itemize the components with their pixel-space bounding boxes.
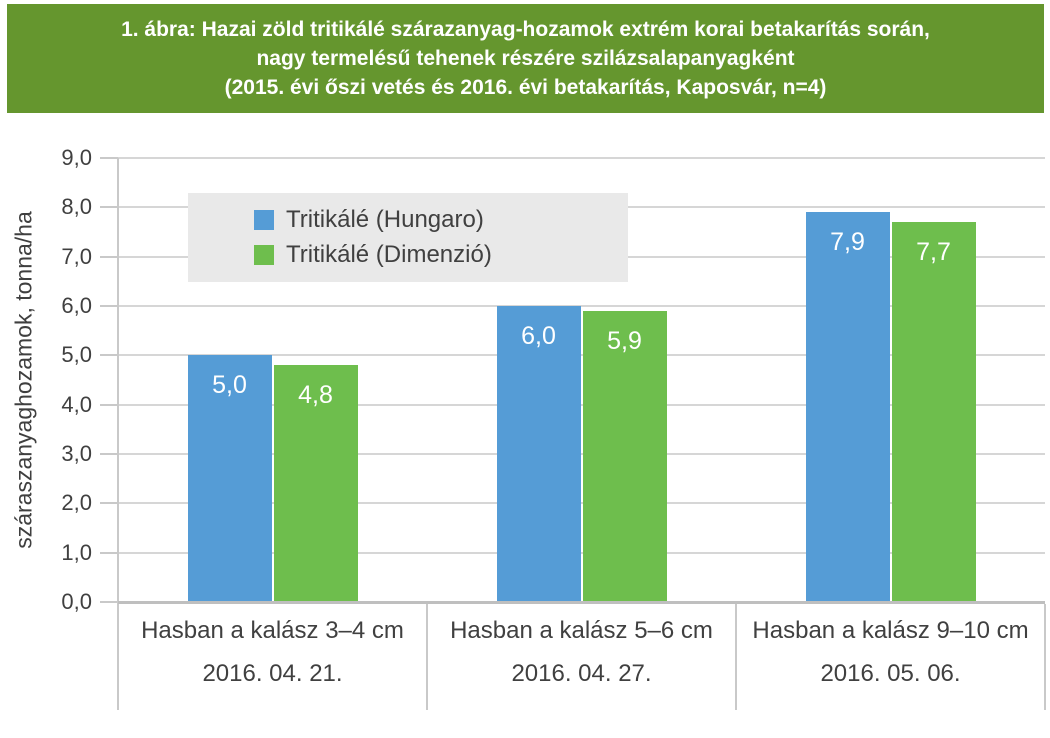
- bar-dimenzio-3: 7,7: [891, 222, 976, 602]
- bar-value-label: 5,0: [212, 371, 247, 400]
- y-axis-tick: [100, 354, 118, 357]
- y-axis-tick: [100, 255, 118, 258]
- bar-value-label: 6,0: [521, 322, 556, 350]
- x-category-label: Hasban a kalász 3–4 cm: [141, 617, 404, 644]
- y-axis-tick: [100, 551, 118, 554]
- gridline: [118, 453, 1045, 455]
- y-tick-label: 4,0: [61, 391, 92, 417]
- x-category-date: 2016. 04. 27.: [511, 660, 652, 687]
- bar-value-label: 5,9: [607, 326, 642, 355]
- figure-title-banner: 1. ábra: Hazai zöld tritikálé szárazanya…: [7, 4, 1044, 113]
- x-category-date: 2016. 04. 21.: [202, 660, 343, 687]
- y-tick-label: 3,0: [61, 441, 92, 466]
- x-category-cell: Hasban a kalász 3–4 cm 2016. 04. 21.: [118, 602, 427, 712]
- legend-item-hungaro: Tritikálé (Hungaro): [254, 206, 628, 234]
- y-tick-label: 8,0: [61, 194, 92, 220]
- y-axis-tick: [100, 453, 118, 455]
- figure-title-line-1: 1. ábra: Hazai zöld tritikálé szárazanya…: [121, 18, 930, 41]
- x-category-label: Hasban a kalász 9–10 cm: [752, 617, 1029, 644]
- y-tick-label: 1,0: [61, 539, 92, 565]
- x-category-divider: [735, 604, 737, 710]
- bar-dimenzio-1: 4,8: [273, 365, 358, 602]
- y-tick-label: 5,0: [61, 342, 92, 368]
- bar-value-label: 4,8: [298, 381, 333, 410]
- y-axis-tick: [100, 305, 118, 307]
- x-axis-line: [118, 601, 1045, 604]
- y-axis-tick: [100, 206, 118, 209]
- y-tick-label: 9,0: [61, 145, 92, 170]
- gridline: [118, 551, 1045, 554]
- x-category-cell: Hasban a kalász 9–10 cm 2016. 05. 06.: [736, 602, 1045, 712]
- legend-label-dimenzio: Tritikálé (Dimenzió): [286, 241, 492, 268]
- bar-value-label: 7,9: [830, 228, 865, 257]
- legend-item-dimenzio: Tritikálé (Dimenzió): [254, 241, 628, 269]
- x-category-cell: Hasban a kalász 5–6 cm 2016. 04. 27.: [427, 602, 736, 712]
- gridline: [118, 403, 1045, 406]
- y-tick-label: 6,0: [61, 293, 92, 318]
- x-category-divider: [1044, 604, 1046, 710]
- bar-hungaro-2: 6,0: [496, 306, 581, 602]
- legend-swatch-green: [254, 245, 274, 265]
- bar-value-label: 7,7: [916, 238, 951, 267]
- x-category-divider: [426, 604, 428, 710]
- legend-swatch-blue: [254, 210, 274, 230]
- y-axis-tick: [100, 502, 118, 505]
- y-tick-label: 0,0: [61, 589, 92, 614]
- gridline: [118, 502, 1045, 505]
- gridline: [118, 354, 1045, 357]
- figure-title-line-3: (2015. évi őszi vetés és 2016. évi betak…: [224, 76, 827, 99]
- bar-hungaro-1: 5,0: [187, 355, 272, 602]
- y-axis-tick: [100, 157, 118, 159]
- x-category-label: Hasban a kalász 5–6 cm: [450, 617, 713, 644]
- gridline: [118, 305, 1045, 307]
- y-tick-label: 7,0: [61, 243, 92, 269]
- chart-legend: Tritikálé (Hungaro) Tritikálé (Dimenzió): [188, 193, 628, 282]
- bar-dimenzio-2: 5,9: [582, 310, 667, 602]
- x-category-date: 2016. 05. 06.: [820, 660, 961, 687]
- y-axis-tick: [100, 403, 118, 406]
- figure-title-line-2: nagy termelésű tehenek részére szilázsal…: [256, 47, 795, 70]
- y-axis-line: [117, 158, 119, 710]
- y-axis-tick: [100, 601, 118, 603]
- bar-hungaro-3: 7,9: [805, 212, 890, 602]
- y-tick-label: 2,0: [61, 490, 92, 516]
- legend-label-hungaro: Tritikálé (Hungaro): [286, 206, 484, 233]
- gridline: [118, 157, 1045, 159]
